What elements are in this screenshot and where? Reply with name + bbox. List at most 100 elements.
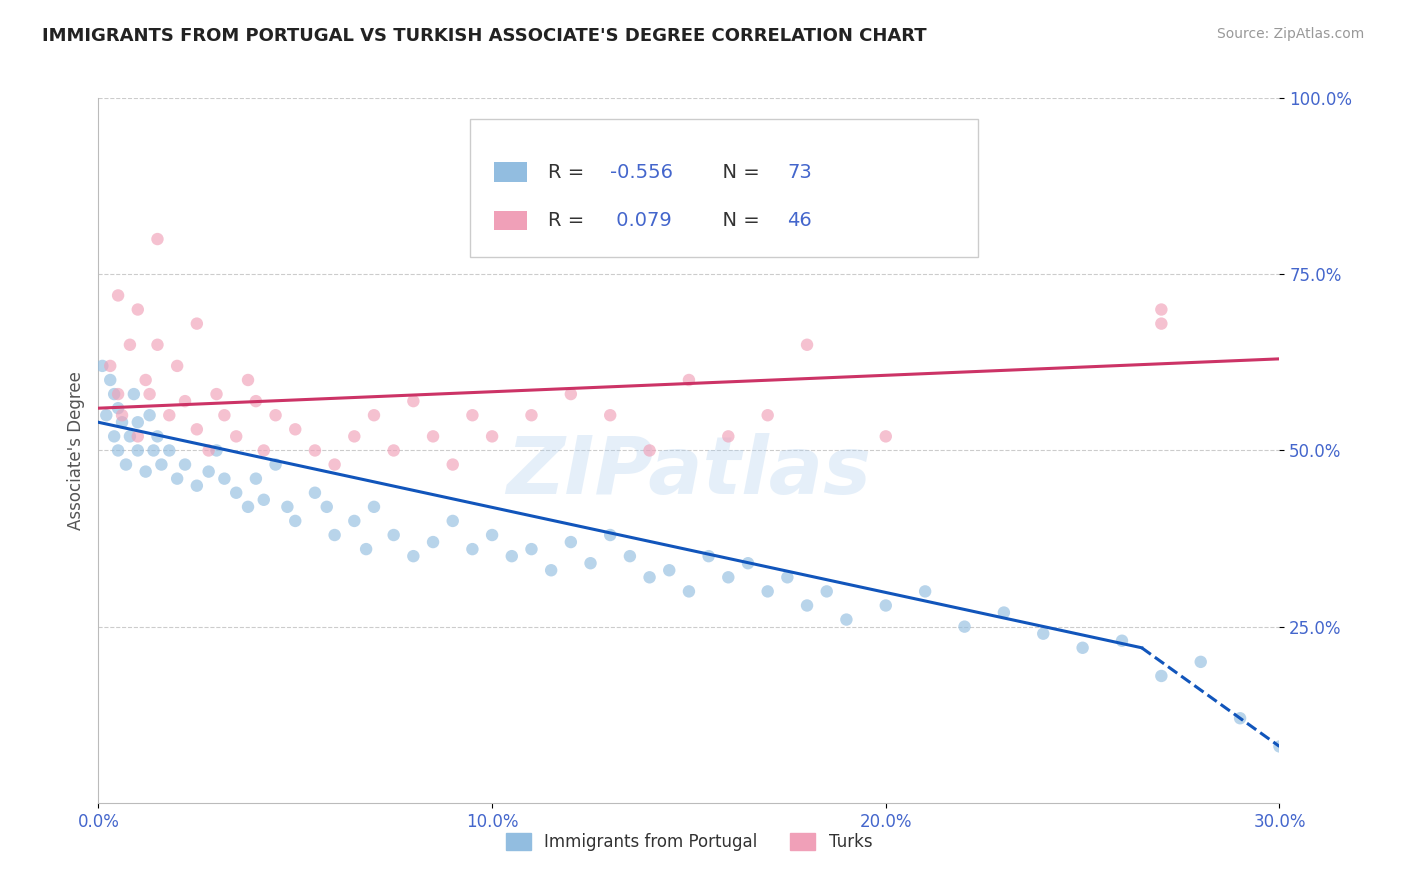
Legend: Immigrants from Portugal, Turks: Immigrants from Portugal, Turks (499, 826, 879, 858)
Point (98, 359, 121, 373)
Point (1268, 739, 1291, 754)
Point (993, 606, 1015, 620)
Text: Source: ZipAtlas.com: Source: ZipAtlas.com (1216, 27, 1364, 41)
Point (103, 387, 125, 401)
Point (756, 584, 779, 599)
Point (111, 408, 134, 422)
Point (697, 549, 720, 564)
Point (197, 443, 219, 458)
Text: 46: 46 (787, 211, 811, 230)
Point (304, 443, 326, 458)
Point (103, 429, 125, 443)
Point (150, 458, 173, 472)
Point (481, 429, 503, 443)
Point (1071, 640, 1094, 655)
Point (122, 387, 145, 401)
Point (343, 514, 366, 528)
Point (111, 415, 134, 429)
Point (205, 387, 228, 401)
Point (225, 429, 247, 443)
Point (776, 570, 799, 584)
Text: 0.079: 0.079 (610, 211, 672, 230)
Point (835, 613, 858, 627)
Point (796, 338, 818, 352)
Text: R =: R = (548, 163, 591, 182)
Point (245, 472, 267, 486)
Point (638, 570, 661, 584)
Point (1032, 626, 1054, 640)
Point (96, 408, 118, 422)
Point (343, 429, 366, 443)
Point (363, 408, 385, 422)
Point (157, 408, 180, 422)
Point (481, 528, 503, 542)
FancyBboxPatch shape (494, 211, 527, 230)
Point (501, 549, 523, 564)
Point (1150, 302, 1173, 317)
Point (382, 528, 405, 542)
Point (461, 542, 484, 557)
Point (91, 359, 114, 373)
Point (115, 458, 138, 472)
Point (186, 422, 208, 436)
Y-axis label: Associate's Degree: Associate's Degree (66, 371, 84, 530)
Point (264, 408, 287, 422)
Point (98, 373, 121, 387)
Point (253, 492, 276, 507)
Point (422, 429, 444, 443)
Point (323, 528, 346, 542)
Point (815, 584, 838, 599)
Point (1150, 669, 1173, 683)
Point (756, 408, 779, 422)
Point (619, 549, 641, 564)
Point (127, 302, 149, 317)
Point (638, 443, 661, 458)
Text: N =: N = (710, 211, 766, 230)
Point (1189, 655, 1212, 669)
Point (658, 563, 681, 577)
Point (146, 338, 169, 352)
Point (236, 500, 259, 514)
Point (186, 478, 208, 492)
Point (1111, 633, 1133, 648)
Point (953, 619, 976, 633)
Point (737, 556, 759, 570)
Text: N =: N = (710, 163, 766, 182)
Point (214, 472, 236, 486)
Text: IMMIGRANTS FROM PORTUGAL VS TURKISH ASSOCIATE'S DEGREE CORRELATION CHART: IMMIGRANTS FROM PORTUGAL VS TURKISH ASSO… (42, 27, 927, 45)
Text: ZIPatlas: ZIPatlas (506, 433, 872, 510)
Point (402, 394, 425, 409)
Point (540, 563, 562, 577)
FancyBboxPatch shape (494, 162, 527, 182)
Point (127, 429, 149, 443)
Point (146, 429, 169, 443)
Point (520, 542, 543, 557)
FancyBboxPatch shape (471, 120, 979, 257)
Point (107, 288, 129, 302)
Point (354, 542, 377, 557)
Point (107, 401, 129, 416)
Point (197, 465, 219, 479)
Point (717, 429, 740, 443)
Point (796, 599, 818, 613)
Point (560, 387, 582, 401)
Point (135, 465, 157, 479)
Point (236, 373, 259, 387)
Point (186, 317, 208, 331)
Point (174, 394, 197, 409)
Point (127, 443, 149, 458)
Point (323, 458, 346, 472)
Point (520, 408, 543, 422)
Point (678, 584, 700, 599)
Point (107, 387, 129, 401)
Point (304, 485, 326, 500)
Point (284, 422, 307, 436)
Point (166, 359, 188, 373)
Point (174, 458, 197, 472)
Point (214, 408, 236, 422)
Point (422, 535, 444, 549)
Point (599, 528, 621, 542)
Point (382, 443, 405, 458)
Point (118, 429, 141, 443)
Point (717, 570, 740, 584)
